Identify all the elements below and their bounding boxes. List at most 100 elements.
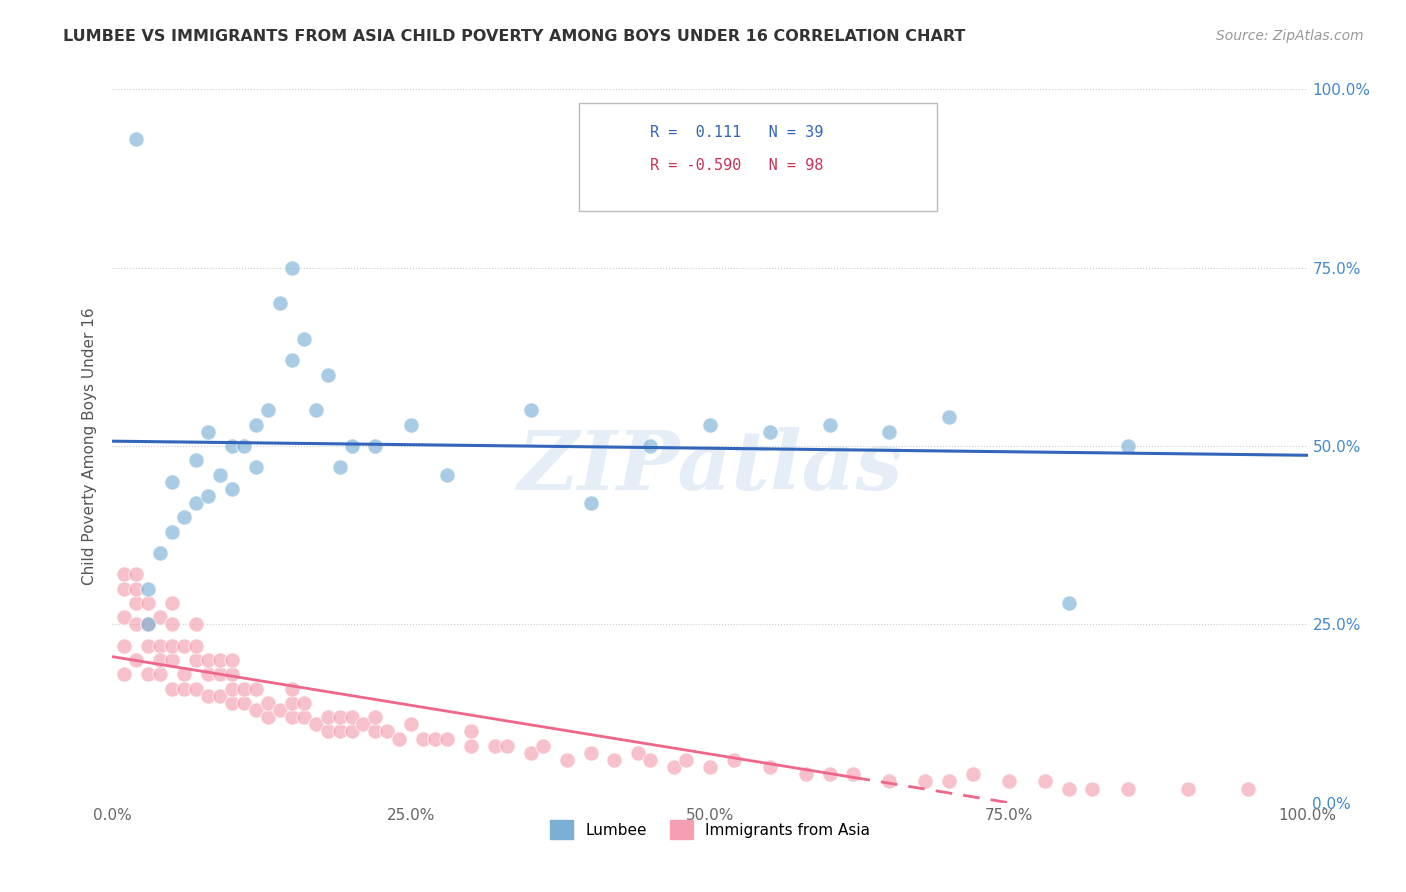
Point [162,596,183,610]
Point [603,753,626,767]
Point [794,767,817,781]
Point [425,731,447,746]
Point [914,774,936,789]
Point [281,681,304,696]
Point [699,417,721,432]
Point [245,460,267,475]
Point [197,489,219,503]
Point [221,482,243,496]
Point [1118,781,1140,796]
Point [149,653,172,667]
Point [209,467,232,482]
Point [269,296,291,310]
Point [162,617,183,632]
Point [138,582,160,596]
Legend: Lumbee, Immigrants from Asia: Lumbee, Immigrants from Asia [544,814,876,845]
Point [353,717,375,731]
Point [114,639,135,653]
Point [149,610,172,624]
Point [233,696,256,710]
Point [162,681,183,696]
Point [281,353,304,368]
Point [257,696,280,710]
Point [579,746,602,760]
Point [149,639,172,653]
Point [173,639,195,653]
Point [401,717,423,731]
Point [245,417,267,432]
Text: LUMBEE VS IMMIGRANTS FROM ASIA CHILD POVERTY AMONG BOYS UNDER 16 CORRELATION CHA: LUMBEE VS IMMIGRANTS FROM ASIA CHILD POV… [63,29,966,44]
Point [879,774,901,789]
Point [186,639,208,653]
Point [640,439,662,453]
Point [125,653,148,667]
Point [555,753,578,767]
Point [938,774,960,789]
Point [664,760,686,774]
Point [292,332,315,346]
Text: ZIPatlas: ZIPatlas [517,427,903,508]
Point [305,403,328,417]
Point [138,596,160,610]
Point [1057,781,1080,796]
Point [292,696,315,710]
Point [1118,439,1140,453]
Point [114,610,135,624]
Point [699,760,721,774]
Point [1081,781,1104,796]
Point [316,710,339,724]
Point [138,617,160,632]
Point [496,739,519,753]
Point [221,439,243,453]
Point [162,475,183,489]
Point [221,681,243,696]
Point [114,567,135,582]
Point [316,724,339,739]
Point [640,753,662,767]
Point [962,767,984,781]
Point [388,731,411,746]
Text: R =  0.111   N = 39: R = 0.111 N = 39 [651,125,824,139]
Point [281,260,304,275]
Point [138,639,160,653]
Point [209,653,232,667]
Point [173,667,195,681]
Point [221,696,243,710]
Point [340,439,363,453]
Point [186,453,208,467]
Point [197,425,219,439]
Point [329,710,352,724]
Point [531,739,554,753]
Point [245,681,267,696]
Point [221,667,243,681]
Point [269,703,291,717]
Point [460,739,482,753]
Point [316,368,339,382]
Point [579,496,602,510]
Point [484,739,506,753]
Point [818,417,841,432]
Point [173,681,195,696]
Point [257,403,280,417]
Point [1033,774,1056,789]
Point [377,724,399,739]
Point [759,425,782,439]
Point [436,467,458,482]
Point [723,753,745,767]
Point [125,582,148,596]
Point [149,546,172,560]
Point [281,710,304,724]
Point [401,417,423,432]
Point [412,731,434,746]
Point [197,667,219,681]
Point [842,767,865,781]
Point [329,724,352,739]
Point [197,689,219,703]
Point [340,710,363,724]
Point [520,746,543,760]
Point [209,667,232,681]
Point [197,653,219,667]
Point [114,667,135,681]
Point [173,510,195,524]
Point [162,639,183,653]
